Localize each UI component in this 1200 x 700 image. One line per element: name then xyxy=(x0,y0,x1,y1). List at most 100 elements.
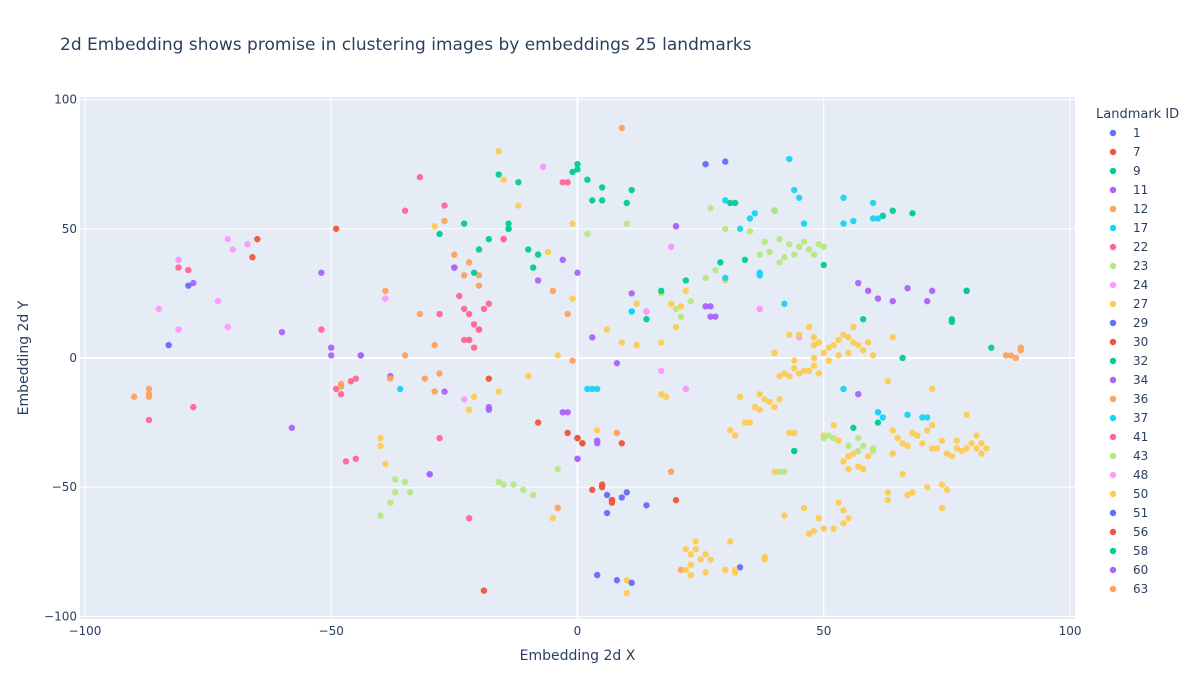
data-point[interactable] xyxy=(554,504,561,512)
data-point[interactable] xyxy=(623,489,630,496)
data-point[interactable] xyxy=(190,279,197,287)
data-point[interactable] xyxy=(736,393,744,400)
data-point[interactable] xyxy=(667,300,675,307)
data-point[interactable] xyxy=(746,419,754,426)
data-point[interactable] xyxy=(810,354,818,362)
data-point[interactable] xyxy=(515,179,522,186)
data-point[interactable] xyxy=(874,295,882,302)
data-point[interactable] xyxy=(756,269,763,276)
data-point[interactable] xyxy=(618,440,626,447)
data-point[interactable] xyxy=(677,313,685,320)
data-point[interactable] xyxy=(623,199,630,207)
legend-item[interactable]: 12 xyxy=(1109,202,1148,216)
data-point[interactable] xyxy=(840,220,847,227)
data-point[interactable] xyxy=(899,354,906,362)
data-point[interactable] xyxy=(712,313,719,320)
data-point[interactable] xyxy=(958,447,965,455)
data-point[interactable] xyxy=(628,308,635,315)
data-point[interactable] xyxy=(800,367,808,375)
data-point[interactable] xyxy=(559,409,566,416)
data-point[interactable] xyxy=(500,176,507,183)
data-point[interactable] xyxy=(795,370,803,377)
data-point[interactable] xyxy=(431,341,438,349)
data-point[interactable] xyxy=(879,212,887,220)
data-point[interactable] xyxy=(781,468,788,475)
data-point[interactable] xyxy=(495,388,502,395)
data-point[interactable] xyxy=(465,406,473,413)
data-point[interactable] xyxy=(953,437,960,444)
data-point[interactable] xyxy=(791,429,798,437)
data-point[interactable] xyxy=(781,300,788,307)
data-point[interactable] xyxy=(426,471,433,478)
data-point[interactable] xyxy=(564,409,571,416)
data-point[interactable] xyxy=(145,393,153,400)
data-point[interactable] xyxy=(505,220,512,227)
data-point[interactable] xyxy=(692,538,699,545)
data-point[interactable] xyxy=(692,546,699,553)
data-point[interactable] xyxy=(584,230,591,238)
data-point[interactable] xyxy=(672,223,680,230)
data-point[interactable] xyxy=(377,442,384,450)
legend-item[interactable]: 7 xyxy=(1109,145,1141,159)
data-point[interactable] xyxy=(421,375,429,382)
data-point[interactable] xyxy=(475,246,483,253)
data-point[interactable] xyxy=(485,300,493,307)
data-point[interactable] xyxy=(795,331,803,338)
data-point[interactable] xyxy=(278,328,286,336)
data-point[interactable] xyxy=(722,197,729,204)
data-point[interactable] xyxy=(495,148,502,155)
data-point[interactable] xyxy=(667,468,675,475)
data-point[interactable] xyxy=(1017,344,1025,351)
data-point[interactable] xyxy=(983,445,990,452)
data-point[interactable] xyxy=(465,336,473,344)
data-point[interactable] xyxy=(791,447,798,455)
data-point[interactable] xyxy=(145,385,153,393)
data-point[interactable] xyxy=(963,287,970,295)
data-point[interactable] xyxy=(623,220,630,227)
data-point[interactable] xyxy=(879,414,887,421)
data-point[interactable] xyxy=(820,349,827,357)
data-point[interactable] xyxy=(594,385,601,393)
data-point[interactable] xyxy=(401,207,409,214)
data-point[interactable] xyxy=(859,465,867,473)
data-point[interactable] xyxy=(835,437,842,444)
data-point[interactable] xyxy=(889,334,896,341)
data-point[interactable] xyxy=(781,512,788,519)
data-point[interactable] xyxy=(702,274,709,282)
data-point[interactable] xyxy=(461,305,468,313)
data-point[interactable] xyxy=(436,434,443,442)
data-point[interactable] xyxy=(633,341,640,349)
data-point[interactable] xyxy=(717,259,724,266)
data-point[interactable] xyxy=(830,421,837,429)
data-point[interactable] xyxy=(924,297,931,305)
legend-item[interactable]: 43 xyxy=(1109,449,1148,463)
data-point[interactable] xyxy=(825,357,832,364)
data-point[interactable] xyxy=(470,393,478,400)
data-point[interactable] xyxy=(554,352,561,359)
data-point[interactable] xyxy=(791,186,798,194)
data-point[interactable] xyxy=(904,442,911,450)
legend-item[interactable]: 29 xyxy=(1109,316,1148,330)
data-point[interactable] xyxy=(687,571,694,579)
data-point[interactable] xyxy=(943,486,951,493)
data-point[interactable] xyxy=(574,166,581,173)
data-point[interactable] xyxy=(722,225,729,232)
data-point[interactable] xyxy=(771,349,778,357)
data-point[interactable] xyxy=(175,256,182,264)
data-point[interactable] xyxy=(569,295,576,302)
data-point[interactable] xyxy=(534,277,542,284)
data-point[interactable] xyxy=(840,385,847,393)
data-point[interactable] xyxy=(495,478,502,486)
data-point[interactable] xyxy=(928,287,936,295)
data-point[interactable] xyxy=(603,326,611,333)
data-point[interactable] xyxy=(899,440,906,447)
data-point[interactable] xyxy=(850,323,857,331)
data-point[interactable] xyxy=(461,336,468,344)
legend-item[interactable]: 56 xyxy=(1109,525,1148,539)
data-point[interactable] xyxy=(461,272,468,279)
data-point[interactable] xyxy=(495,171,502,178)
data-point[interactable] xyxy=(485,235,493,243)
data-point[interactable] xyxy=(534,419,542,426)
data-point[interactable] xyxy=(869,352,877,359)
data-point[interactable] xyxy=(840,331,847,338)
